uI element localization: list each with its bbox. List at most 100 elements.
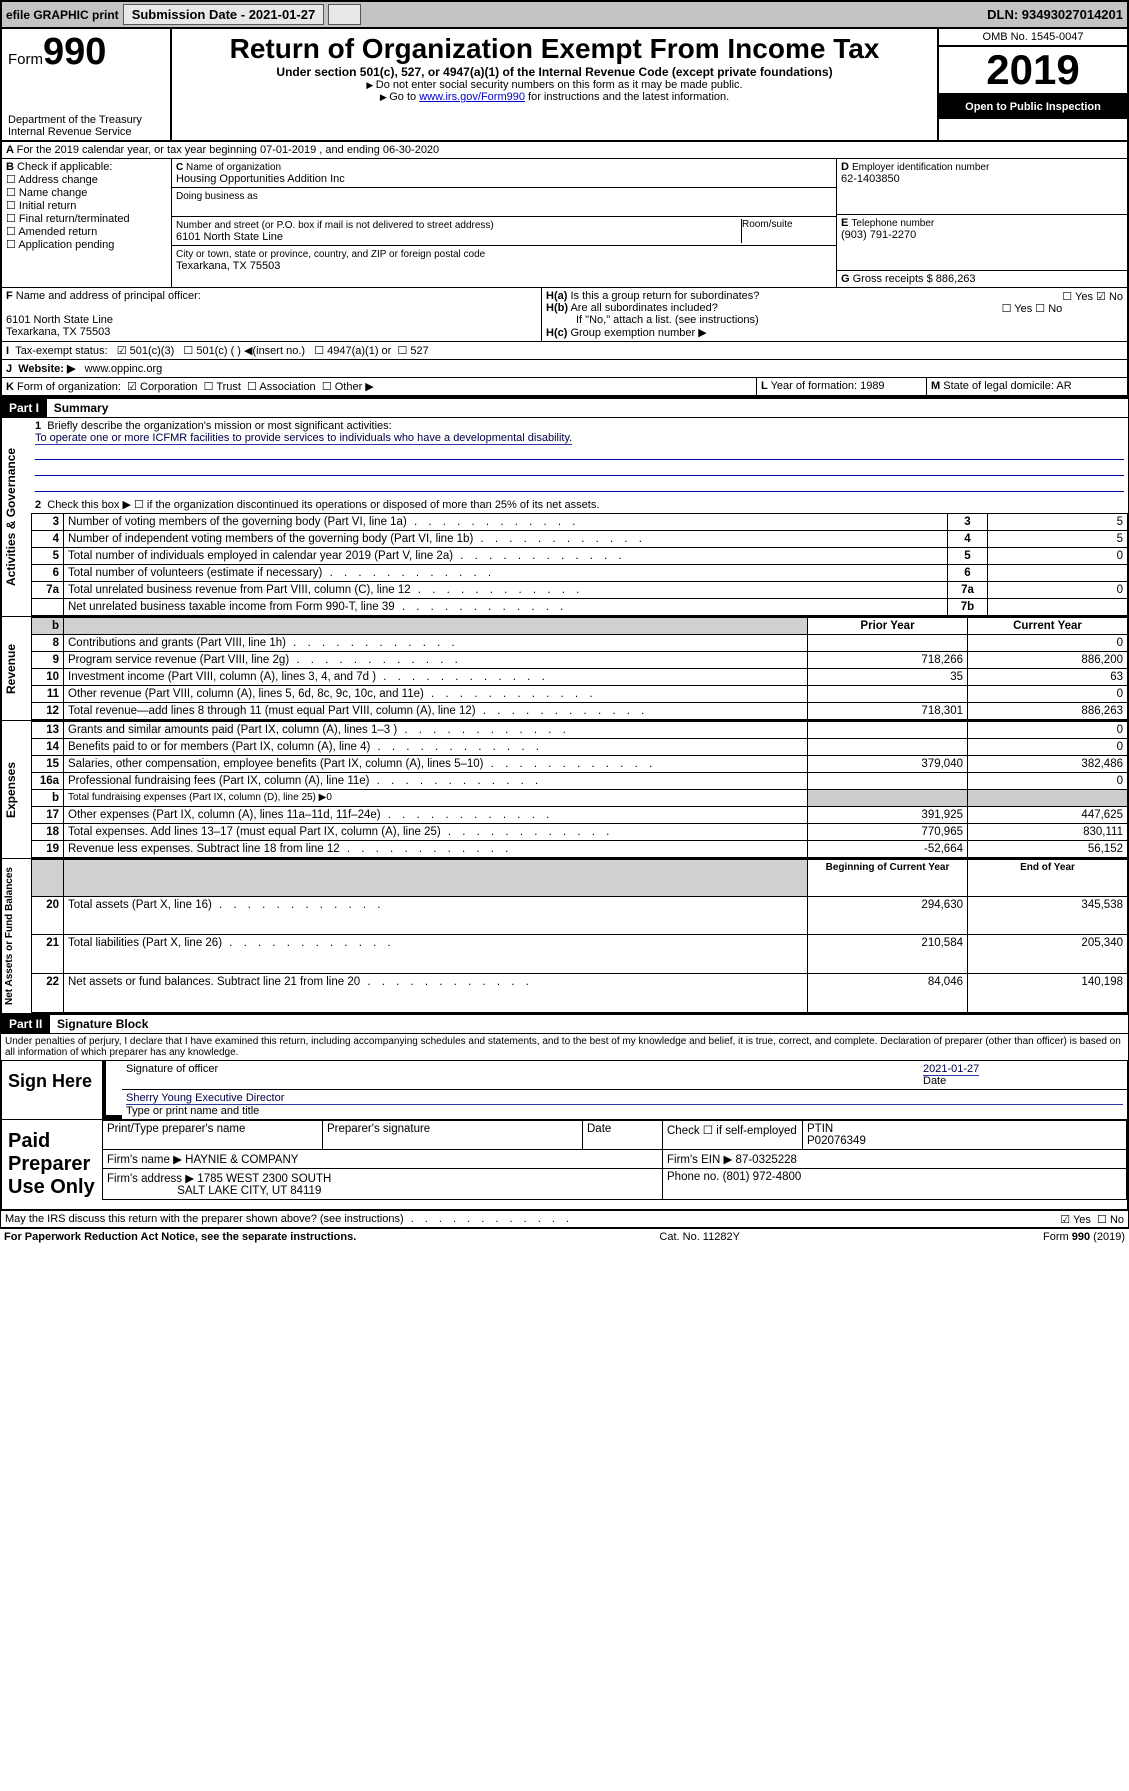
- activities-governance-vlabel: Activities & Governance: [1, 418, 31, 616]
- form-prefix: Form: [8, 51, 43, 68]
- tax-exempt-label: Tax-exempt status:: [15, 345, 107, 357]
- ha-no[interactable]: No: [1096, 291, 1123, 303]
- discuss-no[interactable]: No: [1097, 1214, 1124, 1226]
- phone-label: Telephone number: [851, 218, 934, 229]
- section-m: M State of legal domicile: AR: [927, 378, 1127, 395]
- blank-button[interactable]: [328, 4, 360, 25]
- preparer-table: Print/Type preparer's name Preparer's si…: [102, 1120, 1127, 1200]
- firm-name-label: Firm's name ▶: [107, 1154, 182, 1166]
- goto-note: Go to www.irs.gov/Form990 for instructio…: [180, 91, 929, 103]
- 4947-check[interactable]: 4947(a)(1) or: [314, 345, 391, 357]
- omb-number: OMB No. 1545-0047: [939, 29, 1127, 47]
- domicile-label: State of legal domicile:: [943, 380, 1054, 392]
- part-2-label: Part II: [1, 1015, 50, 1033]
- irs-link[interactable]: www.irs.gov/Form990: [419, 91, 525, 103]
- assoc-check[interactable]: Association: [247, 381, 316, 393]
- goto-prefix: Go to: [380, 91, 419, 103]
- room-suite-label: Room/suite: [742, 219, 832, 243]
- type-name-label: Type or print name and title: [126, 1105, 1123, 1117]
- section-l: L Year of formation: 1989: [757, 378, 927, 395]
- initial-return-check[interactable]: Initial return: [6, 200, 76, 212]
- officer-sig-label: Signature of officer: [126, 1063, 923, 1087]
- firm-addr-label: Firm's address ▶: [107, 1173, 194, 1185]
- self-employed-check[interactable]: Check ☐ if self-employed: [663, 1121, 803, 1150]
- section-c: C Name of organization Housing Opportuni…: [172, 159, 837, 287]
- phone-value: (903) 791-2270: [841, 229, 916, 241]
- officer-label: Name and address of principal officer:: [16, 290, 201, 302]
- year-formation-label: Year of formation:: [771, 380, 857, 392]
- addr-change-check[interactable]: Address change: [6, 174, 98, 186]
- firm-addr1: 1785 WEST 2300 SOUTH: [197, 1173, 331, 1185]
- expenses-vlabel: Expenses: [1, 721, 31, 858]
- section-deg: D Employer identification number 62-1403…: [837, 159, 1127, 287]
- firm-phone: (801) 972-4800: [723, 1171, 802, 1183]
- submission-date-button[interactable]: Submission Date - 2021-01-27: [123, 4, 325, 25]
- goto-suffix: for instructions and the latest informat…: [525, 91, 729, 103]
- open-to-public: Open to Public Inspection: [939, 95, 1127, 119]
- form-number: Form990: [8, 31, 164, 74]
- cat-no: Cat. No. 11282Y: [659, 1231, 740, 1243]
- section-j: J Website: ▶ www.oppinc.org: [2, 360, 166, 377]
- signature-block-label: Signature Block: [57, 1017, 148, 1031]
- net-assets-table: Beginning of Current YearEnd of Year20To…: [31, 859, 1128, 1013]
- efile-label: efile GRAPHIC print: [6, 8, 119, 22]
- section-f: F Name and address of principal officer:…: [2, 288, 542, 341]
- topbar: efile GRAPHIC print Submission Date - 20…: [0, 0, 1129, 29]
- firm-addr2: SALT LAKE CITY, UT 84119: [177, 1185, 321, 1197]
- sign-here-label: Sign Here: [2, 1061, 102, 1119]
- form-header: Form990 Department of the Treasury Inter…: [0, 29, 1129, 142]
- expenses-table: 13Grants and similar amounts paid (Part …: [31, 721, 1128, 858]
- group-return-label: Is this a group return for subordinates?: [570, 290, 759, 302]
- blank-line: [35, 446, 1124, 460]
- part-2-header: Part II Signature Block: [0, 1014, 1129, 1034]
- group-exemption-label: Group exemption number ▶: [570, 327, 706, 339]
- 501c3-check[interactable]: 501(c)(3): [117, 345, 175, 357]
- ptin-label: PTIN: [807, 1123, 833, 1135]
- form-foot: Form 990 (2019): [1043, 1231, 1125, 1243]
- section-k: K Form of organization: Corporation Trus…: [2, 378, 757, 395]
- firm-ein: 87-0325228: [736, 1154, 797, 1166]
- other-check[interactable]: Other ▶: [322, 381, 374, 393]
- app-pending-check[interactable]: Application pending: [6, 239, 114, 251]
- city-state-zip: Texarkana, TX 75503: [176, 260, 280, 272]
- subordinates-label: Are all subordinates included?: [570, 302, 717, 314]
- form-title: Return of Organization Exempt From Incom…: [180, 33, 929, 65]
- trust-check[interactable]: Trust: [204, 381, 241, 393]
- tax-year-line: For the 2019 calendar year, or tax year …: [17, 144, 440, 156]
- final-return-check[interactable]: Final return/terminated: [6, 213, 130, 225]
- discuss-label: May the IRS discuss this return with the…: [5, 1213, 573, 1225]
- addr-label: Number and street (or P.O. box if mail i…: [176, 220, 494, 231]
- part-1-header: Part I Summary: [0, 398, 1129, 418]
- preparer-sig-label: Preparer's signature: [323, 1121, 583, 1150]
- mission-label: Briefly describe the organization's miss…: [47, 420, 391, 432]
- irs-discuss: May the IRS discuss this return with the…: [0, 1211, 1129, 1228]
- gross-receipts-value: 886,263: [936, 273, 976, 285]
- summary-label: Summary: [54, 401, 109, 415]
- mission-text: To operate one or more ICFMR facilities …: [35, 432, 572, 445]
- ein-label: Employer identification number: [852, 162, 989, 173]
- section-h: H(a) Is this a group return for subordin…: [542, 288, 1127, 341]
- domicile-value: AR: [1056, 380, 1071, 392]
- officer-name-title: Sherry Young Executive Director: [126, 1092, 1123, 1105]
- footer: For Paperwork Reduction Act Notice, see …: [0, 1228, 1129, 1245]
- website-label: Website: ▶: [18, 363, 75, 375]
- amended-check[interactable]: Amended return: [6, 226, 97, 238]
- officer-addr2: Texarkana, TX 75503: [6, 326, 110, 338]
- corp-check[interactable]: Corporation: [127, 381, 197, 393]
- firm-ein-label: Firm's EIN ▶: [667, 1154, 732, 1166]
- hb-yes[interactable]: Yes: [1002, 303, 1033, 315]
- discuss-yes[interactable]: Yes: [1060, 1214, 1091, 1226]
- name-change-check[interactable]: Name change: [6, 187, 87, 199]
- org-name: Housing Opportunities Addition Inc: [176, 173, 345, 185]
- ha-yes[interactable]: Yes: [1062, 291, 1093, 303]
- hb-no[interactable]: No: [1035, 303, 1062, 315]
- revenue-table: bPrior YearCurrent Year8Contributions an…: [31, 617, 1128, 720]
- discontinued-check: Check this box ▶ ☐ if the organization d…: [47, 499, 599, 511]
- firm-name: HAYNIE & COMPANY: [185, 1154, 298, 1166]
- signature-section: Sign Here Signature of officer 2021-01-2…: [0, 1061, 1129, 1211]
- 527-check[interactable]: 527: [397, 345, 428, 357]
- 501c-check[interactable]: 501(c) ( ) ◀(insert no.): [183, 345, 305, 357]
- subtitle: Under section 501(c), 527, or 4947(a)(1)…: [180, 65, 929, 79]
- attach-list-note: If "No," attach a list. (see instruction…: [546, 314, 759, 326]
- blank-line: [35, 462, 1124, 476]
